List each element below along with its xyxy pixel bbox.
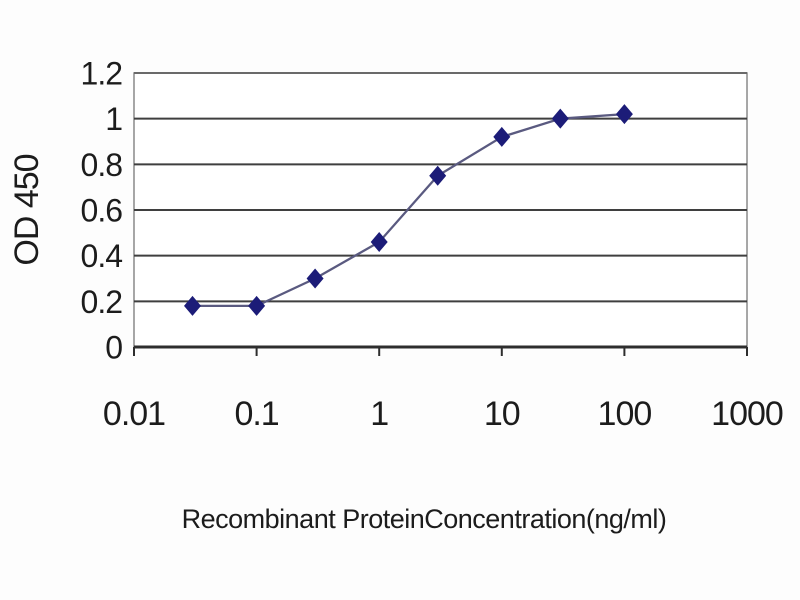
x-tick-label: 0.1 xyxy=(234,395,278,433)
x-tick-label: 1000 xyxy=(711,395,783,433)
y-tick-label: 1 xyxy=(105,101,122,137)
y-tick-label: 0.4 xyxy=(81,238,123,274)
x-tick-label: 100 xyxy=(598,395,652,433)
x-tick-label: 1 xyxy=(370,395,388,433)
x-tick-label: 0.01 xyxy=(103,395,165,433)
y-tick-label: 0.8 xyxy=(81,147,123,183)
data-point-marker xyxy=(551,108,569,129)
data-point-marker xyxy=(493,126,511,147)
data-point-marker xyxy=(306,268,324,289)
data-point-marker xyxy=(248,295,266,316)
y-tick-label: 0.2 xyxy=(81,284,123,320)
y-tick-label: 0.6 xyxy=(81,193,123,229)
chart-generated-layer: 0.01 0.1 1 10 100 1000 0 0.2 0.4 0.6 0.8 1 1.2 xyxy=(81,56,784,433)
data-point-marker xyxy=(615,104,633,125)
series-line xyxy=(192,112,625,308)
y-axis-title: OD 450 xyxy=(8,154,46,265)
x-axis-title: Recombinant ProteinConcentration(ng/ml) xyxy=(182,504,667,534)
data-point-marker xyxy=(370,231,388,252)
x-tick-label: 10 xyxy=(484,395,520,433)
data-point-marker xyxy=(429,165,447,186)
y-tick-label: 1.2 xyxy=(81,56,123,92)
y-tick-label: 0 xyxy=(105,330,122,366)
data-point-marker xyxy=(183,295,201,316)
